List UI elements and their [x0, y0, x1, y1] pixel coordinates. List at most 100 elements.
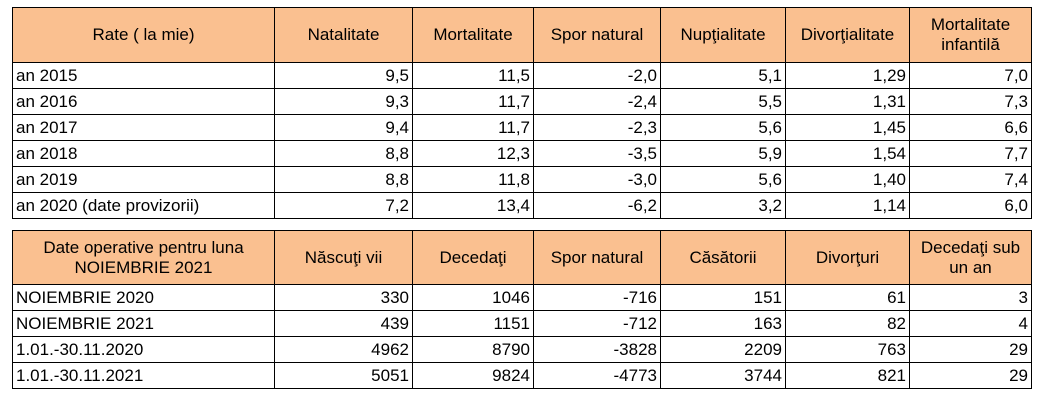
value-cell: 1,14: [785, 192, 910, 219]
value-cell: -4773: [533, 362, 661, 389]
header-cell-nuptialitate: Nupţialitate: [660, 7, 786, 63]
table-row: 1.01.-30.11.2021 5051 9824 -4773 3744 821 29: [12, 362, 1032, 389]
value-cell: 5,5: [660, 88, 786, 115]
value-cell: 7,0: [909, 62, 1032, 89]
value-cell: 1,54: [785, 140, 910, 167]
header-cell-rate: Rate ( la mie): [12, 7, 275, 63]
value-cell: 5051: [274, 362, 413, 389]
header-cell-decedati-sub-un-an: Decedaţi sub un an: [909, 230, 1032, 285]
header-cell-divorturi: Divorţuri: [785, 230, 910, 285]
value-cell: 1151: [412, 310, 534, 337]
header-cell-mortalitate: Mortalitate: [412, 7, 534, 63]
rates-table: Rate ( la mie) Natalitate Mortalitate Sp…: [12, 7, 1032, 219]
value-cell: 11,8: [412, 166, 534, 193]
table-row: an 2018 8,8 12,3 -3,5 5,9 1,54 7,7: [12, 140, 1032, 167]
header-cell-date-operative: Date operative pentru luna NOIEMBRIE 202…: [12, 230, 275, 285]
value-cell: 151: [660, 284, 786, 311]
value-cell: 61: [785, 284, 910, 311]
value-cell: 9,5: [274, 62, 413, 89]
value-cell: 11,7: [412, 114, 534, 141]
table-row: an 2020 (date provizorii) 7,2 13,4 -6,2 3,2 1…: [12, 192, 1032, 219]
header-cell-nascuti-vii: Născuţi vii: [274, 230, 413, 285]
value-cell: 3744: [660, 362, 786, 389]
value-cell: 7,7: [909, 140, 1032, 167]
value-cell: 4962: [274, 336, 413, 363]
value-cell: 29: [909, 362, 1032, 389]
value-cell: 3: [909, 284, 1032, 311]
value-cell: 763: [785, 336, 910, 363]
value-cell: 6,0: [909, 192, 1032, 219]
value-cell: 7,2: [274, 192, 413, 219]
value-cell: 821: [785, 362, 910, 389]
header-cell-spor-natural: Spor natural: [533, 7, 661, 63]
value-cell: 163: [660, 310, 786, 337]
value-cell: -712: [533, 310, 661, 337]
table-row: an 2015 9,5 11,5 -2,0 5,1 1,29 7,0: [12, 62, 1032, 89]
row-label-cell: an 2016: [12, 88, 275, 115]
value-cell: 11,7: [412, 88, 534, 115]
table-row: NOIEMBRIE 2020 330 1046 -716 151 61 3: [12, 284, 1032, 311]
value-cell: 9,4: [274, 114, 413, 141]
value-cell: 13,4: [412, 192, 534, 219]
header-cell-divortialitate: Divorţialitate: [785, 7, 910, 63]
row-label-cell: NOIEMBRIE 2021: [12, 310, 275, 337]
value-cell: 439: [274, 310, 413, 337]
value-cell: 1,45: [785, 114, 910, 141]
value-cell: 5,6: [660, 166, 786, 193]
operative-body: NOIEMBRIE 2020 330 1046 -716 151 61 3 NOIEMBRIE…: [12, 284, 1032, 389]
value-cell: 5,9: [660, 140, 786, 167]
header-row: Date operative pentru luna NOIEMBRIE 202…: [12, 230, 1032, 285]
value-cell: -3,5: [533, 140, 661, 167]
value-cell: 7,4: [909, 166, 1032, 193]
header-cell-casatorii: Căsătorii: [660, 230, 786, 285]
row-label-cell: 1.01.-30.11.2021: [12, 362, 275, 389]
value-cell: 9824: [412, 362, 534, 389]
row-label-cell: an 2018: [12, 140, 275, 167]
value-cell: -2,3: [533, 114, 661, 141]
value-cell: -6,2: [533, 192, 661, 219]
value-cell: 330: [274, 284, 413, 311]
value-cell: 4: [909, 310, 1032, 337]
header-row: Rate ( la mie) Natalitate Mortalitate Sp…: [12, 7, 1032, 63]
table-row: an 2016 9,3 11,7 -2,4 5,5 1,31 7,3: [12, 88, 1032, 115]
value-cell: 1,31: [785, 88, 910, 115]
value-cell: 12,3: [412, 140, 534, 167]
value-cell: 6,6: [909, 114, 1032, 141]
value-cell: 5,1: [660, 62, 786, 89]
header-cell-mortalitate-infantila: Mortalitate infantilă: [909, 7, 1032, 63]
row-label-cell: an 2019: [12, 166, 275, 193]
row-label-cell: an 2015: [12, 62, 275, 89]
row-label-cell: an 2020 (date provizorii): [12, 192, 275, 219]
table-row: an 2017 9,4 11,7 -2,3 5,6 1,45 6,6: [12, 114, 1032, 141]
value-cell: 11,5: [412, 62, 534, 89]
table-row: an 2019 8,8 11,8 -3,0 5,6 1,40 7,4: [12, 166, 1032, 193]
row-label-cell: an 2017: [12, 114, 275, 141]
table-row: 1.01.-30.11.2020 4962 8790 -3828 2209 763 29: [12, 336, 1032, 363]
value-cell: 29: [909, 336, 1032, 363]
value-cell: 1046: [412, 284, 534, 311]
header-cell-spor-natural: Spor natural: [533, 230, 661, 285]
value-cell: 8,8: [274, 140, 413, 167]
value-cell: 1,29: [785, 62, 910, 89]
table-row: NOIEMBRIE 2021 439 1151 -712 163 82 4: [12, 310, 1032, 337]
value-cell: 82: [785, 310, 910, 337]
value-cell: 9,3: [274, 88, 413, 115]
row-label-cell: 1.01.-30.11.2020: [12, 336, 275, 363]
value-cell: -3,0: [533, 166, 661, 193]
operative-table: Date operative pentru luna NOIEMBRIE 202…: [12, 230, 1032, 389]
value-cell: -3828: [533, 336, 661, 363]
value-cell: -2,0: [533, 62, 661, 89]
value-cell: 2209: [660, 336, 786, 363]
value-cell: 1,40: [785, 166, 910, 193]
value-cell: 3,2: [660, 192, 786, 219]
value-cell: 7,3: [909, 88, 1032, 115]
value-cell: -2,4: [533, 88, 661, 115]
value-cell: 8790: [412, 336, 534, 363]
value-cell: 8,8: [274, 166, 413, 193]
rates-body: an 2015 9,5 11,5 -2,0 5,1 1,29 7,0 an 2016 9,3 11…: [12, 62, 1032, 219]
value-cell: -716: [533, 284, 661, 311]
value-cell: 5,6: [660, 114, 786, 141]
row-label-cell: NOIEMBRIE 2020: [12, 284, 275, 311]
header-cell-natalitate: Natalitate: [274, 7, 413, 63]
header-cell-decedati: Decedaţi: [412, 230, 534, 285]
